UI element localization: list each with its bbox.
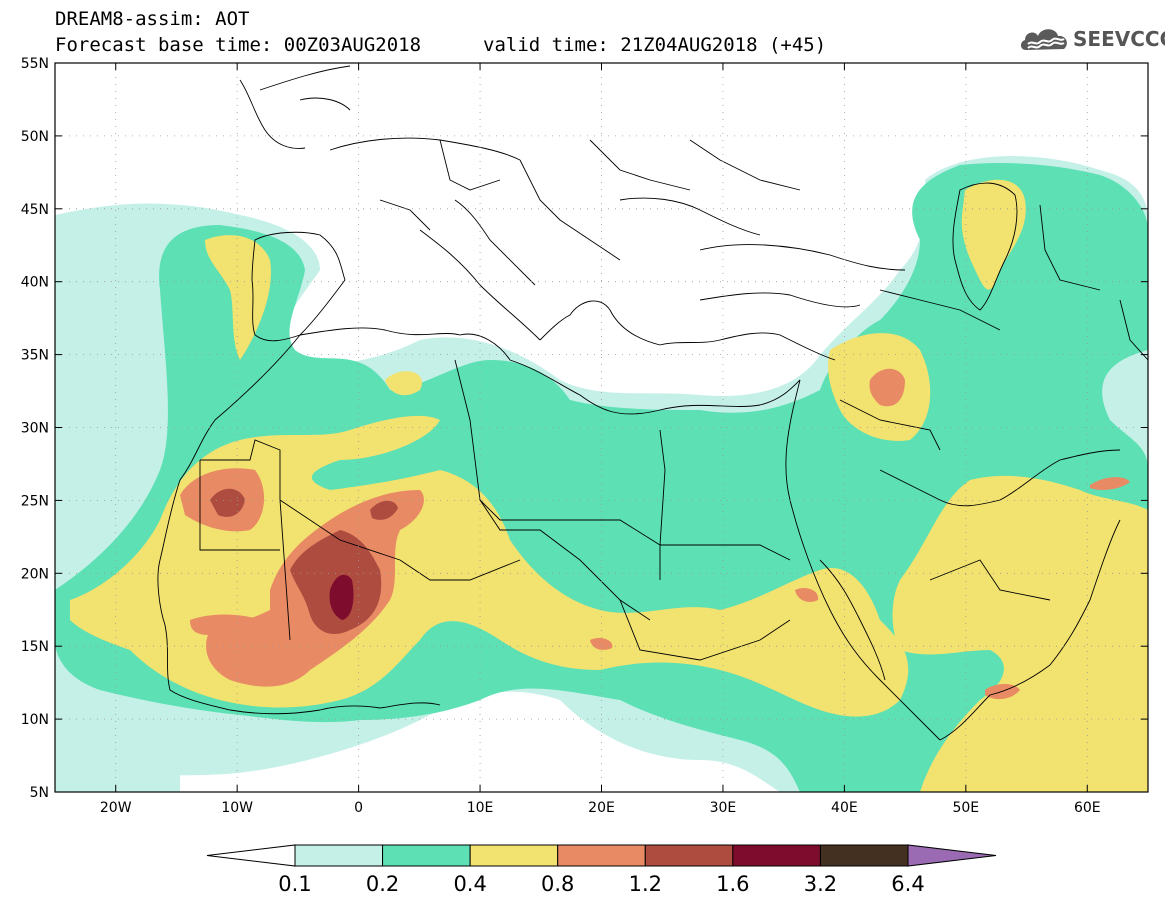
- aot-band-0.4-iberia: [205, 235, 271, 360]
- lon-tick-label: 20E: [588, 800, 615, 816]
- lon-tick-label: 10W: [221, 800, 253, 816]
- lon-tick-label: 0: [354, 800, 363, 816]
- aot-band-0.4-ethiopia: [800, 669, 840, 697]
- latitude-axis: 55N 50N 45N 40N 35N 30N 25N 20N 15N 10N 5N: [21, 56, 1148, 801]
- lat-tick-label: 55N: [21, 56, 49, 72]
- lon-tick-label: 20W: [100, 800, 132, 816]
- colorbar-segment: [557, 844, 646, 867]
- forecast-base-time: Forecast base time: 00Z03AUG2018: [55, 34, 422, 56]
- colorbar-label: 0.8: [541, 872, 574, 896]
- valid-time: valid time: 21Z04AUG2018 (+45): [483, 34, 827, 56]
- colorbar: 0.1 0.2 0.4 0.8 1.2 1.6 3.2 6.4: [206, 844, 997, 896]
- colorbar-segment: [819, 844, 909, 867]
- colorbar-label: 1.2: [629, 872, 662, 896]
- aot-band-0.8-sudan: [795, 588, 819, 602]
- lon-tick-label: 40E: [831, 800, 858, 816]
- product-title: DREAM8-assim: AOT: [55, 8, 250, 30]
- aot-field: [55, 156, 1148, 792]
- colorbar-label: 0.2: [366, 872, 399, 896]
- lat-tick-label: 15N: [21, 639, 49, 655]
- aot-band-0.1-south: [55, 725, 180, 792]
- lat-tick-label: 30N: [21, 421, 49, 437]
- colorbar-label: 3.2: [804, 872, 837, 896]
- cloud-icon: [1020, 29, 1067, 50]
- aot-band-0.4-caspian: [961, 179, 1026, 290]
- lat-tick-label: 25N: [21, 493, 49, 509]
- lon-tick-label: 60E: [1074, 800, 1101, 816]
- colorbar-segment: [732, 844, 821, 867]
- colorbar-segment: [644, 844, 734, 867]
- aot-band-1.2-algeria: [370, 500, 398, 520]
- colorbar-label: 0.4: [453, 872, 486, 896]
- lon-tick-label: 30E: [710, 800, 737, 816]
- lat-tick-label: 5N: [30, 785, 49, 801]
- colorbar-segment: [382, 844, 471, 867]
- lat-tick-label: 10N: [21, 712, 49, 728]
- colorbar-label: 0.1: [278, 872, 311, 896]
- lon-tick-label: 10E: [467, 800, 494, 816]
- aot-band-0.4-arabia: [892, 475, 1148, 792]
- aot-band-1.6-core: [329, 574, 354, 620]
- aot-band-0.8-sahel: [190, 614, 280, 638]
- aot-band-0.8-chad: [590, 637, 613, 650]
- colorbar-segment: [469, 844, 559, 867]
- colorbar-segment: [294, 844, 384, 867]
- lon-tick-label: 50E: [952, 800, 979, 816]
- logo-text: SEEVCCC: [1073, 27, 1165, 51]
- lat-tick-label: 40N: [21, 275, 49, 291]
- aot-band-0.8-iraq: [869, 368, 905, 407]
- aot-band-1.2-western: [210, 488, 245, 517]
- longitude-axis: 20W 10W 0 10E 20E 30E 40E 50E 60E: [100, 63, 1101, 816]
- lat-tick-label: 20N: [21, 566, 49, 582]
- lat-tick-label: 50N: [21, 129, 49, 145]
- lat-tick-label: 45N: [21, 202, 49, 218]
- coastlines-borders: [157, 65, 1148, 741]
- lat-tick-label: 35N: [21, 348, 49, 364]
- colorbar-over-triangle: [907, 844, 997, 867]
- colorbar-under-triangle: [206, 844, 296, 867]
- colorbar-label: 6.4: [891, 872, 924, 896]
- colorbar-label: 1.6: [716, 872, 749, 896]
- aot-band-0.4-libya: [385, 371, 422, 396]
- aot-band-0.8-gulf: [1090, 477, 1130, 490]
